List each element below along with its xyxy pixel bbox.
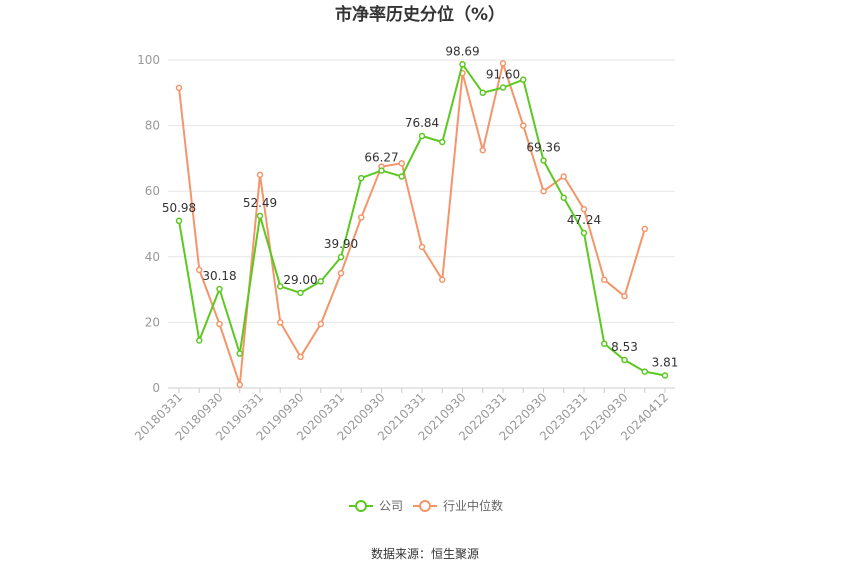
y-tick-label: 80	[145, 119, 160, 133]
data-point	[439, 138, 446, 146]
data-label: 66.27	[364, 151, 398, 165]
data-label: 30.18	[202, 269, 236, 283]
data-point	[641, 225, 648, 233]
data-point	[277, 319, 284, 326]
data-label: 50.98	[162, 201, 196, 215]
data-point	[418, 243, 426, 251]
data-point	[601, 276, 608, 284]
y-tick-label: 20	[145, 315, 160, 329]
data-label: 29.00	[283, 273, 317, 287]
y-tick-label: 100	[137, 53, 160, 67]
data-point	[317, 320, 324, 328]
data-label: 39.90	[324, 237, 358, 251]
data-point	[216, 320, 223, 328]
data-point	[661, 372, 669, 379]
data-point	[256, 212, 264, 220]
x-axis: 2018033120180930201903312019093020200331…	[132, 388, 671, 443]
data-point	[641, 368, 648, 375]
data-point	[337, 269, 345, 277]
data-label: 91.60	[486, 68, 520, 82]
data-point	[236, 381, 243, 388]
y-tick-label: 0	[152, 381, 160, 395]
data-point	[317, 278, 324, 285]
data-point	[560, 173, 567, 180]
y-tick-label: 40	[145, 250, 160, 264]
data-point	[540, 187, 547, 195]
data-label: 98.69	[445, 44, 479, 58]
legend-label-company: 公司	[379, 499, 403, 513]
data-point	[175, 84, 183, 92]
series-layer	[175, 60, 669, 388]
data-point	[601, 340, 608, 347]
data-label: 3.81	[652, 356, 679, 370]
legend-item-company[interactable]: 公司	[349, 499, 403, 513]
data-point	[337, 253, 345, 261]
data-point	[236, 350, 243, 357]
legend-item-industry-median[interactable]: 行业中位数	[413, 498, 503, 513]
data-label: 76.84	[405, 116, 439, 130]
data-point	[479, 146, 486, 154]
data-point	[418, 132, 426, 140]
data-point	[520, 122, 527, 129]
data-point	[358, 214, 365, 221]
data-point	[621, 292, 628, 300]
data-point	[621, 356, 628, 364]
data-point	[297, 353, 304, 361]
data-point	[398, 160, 405, 167]
data-point	[175, 217, 183, 225]
data-point	[459, 61, 466, 68]
source-note: 数据来源：恒生聚源	[371, 546, 479, 561]
y-axis: 0 20 40 60 80 100	[137, 53, 160, 395]
data-labels: 50.98 30.18 52.49 29.00 39.90 66.27 76.84 98.69…	[162, 44, 679, 369]
chart-title: 市净率历史分位（%）	[335, 4, 505, 25]
data-label: 47.24	[567, 213, 601, 227]
data-point	[398, 173, 405, 180]
data-point	[196, 266, 203, 274]
legend-label-industry-median: 行业中位数	[443, 498, 503, 513]
data-label: 52.49	[243, 196, 277, 210]
data-label: 8.53	[611, 340, 638, 354]
data-point	[580, 205, 588, 213]
data-point	[499, 84, 507, 91]
series-line-1	[178, 62, 646, 386]
data-point	[520, 76, 527, 83]
data-point	[378, 167, 385, 174]
legend-marker-company	[355, 500, 367, 512]
data-point	[297, 289, 304, 297]
data-point	[439, 276, 446, 284]
data-point	[479, 89, 486, 97]
data-point	[358, 174, 365, 182]
legend[interactable]: 公司 行业中位数	[349, 498, 503, 513]
data-point	[560, 194, 567, 202]
data-point	[256, 171, 264, 179]
data-point	[580, 229, 588, 237]
data-label: 69.36	[526, 140, 560, 154]
data-point	[196, 337, 203, 344]
data-point	[216, 285, 223, 293]
data-point	[499, 60, 507, 67]
data-point	[277, 283, 284, 290]
y-tick-label: 60	[145, 184, 160, 198]
data-point	[540, 157, 547, 164]
legend-marker-industry-median	[419, 500, 431, 512]
